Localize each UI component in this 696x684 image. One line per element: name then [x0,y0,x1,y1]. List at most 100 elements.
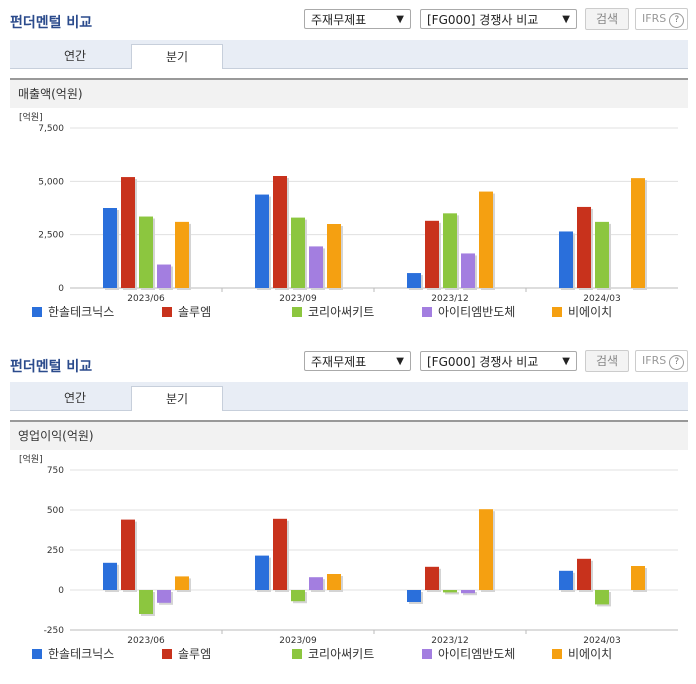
tab-annual[interactable]: 연간 [63,49,87,63]
fundamental-panel-2: 펀더멘털 비교 주재무제표 ▼ [FG000] 경쟁사 비교 ▼ 검색 IFRS… [0,342,696,684]
search-button[interactable]: 검색 [585,8,629,30]
bar[interactable] [327,574,341,590]
legend-item[interactable]: 한솔테크닉스 [32,305,114,319]
period-tabs: 연간 분기 [10,382,688,411]
bar[interactable] [309,577,323,590]
bar[interactable] [103,562,117,590]
operating-profit-chart-container: 영업이익(억원) [억원] -250 0 250 500 750 2023/06 2023/0… [10,420,688,684]
peer-group-select-value: [FG000] 경쟁사 비교 [427,13,539,27]
tab-annual[interactable]: 연간 [63,391,87,405]
legend-swatch [552,307,562,317]
legend-item[interactable]: 아이티엠반도체 [422,305,515,319]
peer-group-select[interactable]: [FG000] 경쟁사 비교 ▼ [420,351,577,371]
bar[interactable] [139,216,153,288]
statement-select-value: 주재무제표 [311,13,367,27]
x-tick-label: 2023/09 [279,636,317,646]
fundamental-panel-1: 펀더멘털 비교 주재무제표 ▼ [FG000] 경쟁사 비교 ▼ 검색 IFRS… [10,8,688,342]
bar[interactable] [255,194,269,288]
bar[interactable] [479,191,493,288]
bar[interactable] [461,590,475,594]
bar[interactable] [139,590,153,614]
legend-swatch [422,307,432,317]
legend-label: 아이티엠반도체 [438,647,515,661]
ifrs-label: IFRS [642,12,667,25]
x-tick-label: 2024/03 [583,294,620,304]
bar[interactable] [327,224,341,288]
legend-item[interactable]: 비에이치 [552,305,612,319]
legend-label: 비에이치 [568,305,612,319]
bar[interactable] [631,178,645,288]
bar[interactable] [595,221,609,288]
peer-group-select[interactable]: [FG000] 경쟁사 비교 ▼ [420,9,577,29]
panel-title: 펀더멘털 비교 [10,359,93,375]
bar[interactable] [631,566,645,590]
legend-item[interactable]: 솔루엠 [162,305,211,319]
chart-title: 매출액(억원) [10,80,688,108]
legend-swatch [162,307,172,317]
legend-label: 솔루엠 [178,305,211,319]
bar[interactable] [425,566,439,590]
bar[interactable] [479,509,493,590]
bar-shadow [463,592,477,596]
y-tick-label: -250 [44,626,65,636]
bar[interactable] [121,177,135,288]
bar[interactable] [577,206,591,288]
bar[interactable] [309,246,323,288]
bar[interactable] [103,208,117,288]
bar[interactable] [595,590,609,605]
legend-label: 솔루엠 [178,647,211,661]
bar[interactable] [157,264,171,288]
bar[interactable] [121,519,135,590]
bar[interactable] [443,213,457,288]
legend-item[interactable]: 코리아써키트 [292,305,374,319]
ifrs-help-button[interactable]: IFRS? [635,8,688,30]
legend-swatch [552,649,562,659]
chevron-down-icon: ▼ [396,356,404,367]
bar[interactable] [255,555,269,590]
panel-title: 펀더멘털 비교 [10,15,93,31]
tab-quarterly[interactable]: 분기 [131,386,223,411]
bar[interactable] [559,231,573,288]
bar[interactable] [291,217,305,288]
legend-label: 비에이치 [568,647,612,661]
legend-item[interactable]: 아이티엠반도체 [422,647,515,661]
chevron-down-icon: ▼ [396,14,404,25]
legend-item[interactable]: 코리아써키트 [292,647,374,661]
x-tick-label: 2023/06 [127,294,165,304]
legend-item[interactable]: 솔루엠 [162,647,211,661]
bar[interactable] [425,220,439,288]
legend-item[interactable]: 비에이치 [552,647,612,661]
chevron-down-icon: ▼ [562,356,570,367]
bar[interactable] [559,570,573,590]
bar[interactable] [291,590,305,602]
y-tick-label: 500 [47,506,64,516]
bar[interactable] [443,590,457,593]
legend-swatch [292,307,302,317]
x-tick-label: 2023/09 [279,294,317,304]
bar[interactable] [407,590,421,602]
y-tick-label: 7,500 [38,124,64,134]
y-tick-label: 750 [47,466,64,476]
legend-label: 아이티엠반도체 [438,305,515,319]
statement-select[interactable]: 주재무제표 ▼ [304,9,411,29]
y-tick-label: 0 [58,586,64,596]
search-button[interactable]: 검색 [585,350,629,372]
bar[interactable] [273,176,287,288]
bar[interactable] [157,590,171,603]
x-tick-label: 2023/12 [431,636,468,646]
peer-group-select-value: [FG000] 경쟁사 비교 [427,355,539,369]
tab-quarterly[interactable]: 분기 [131,44,223,69]
bar[interactable] [407,273,421,288]
revenue-chart-container: 매출액(억원) [억원] 0 2,500 5,000 7,500 2023/06 2023/… [10,78,688,342]
legend-label: 한솔테크닉스 [48,305,114,319]
bar[interactable] [175,576,189,590]
legend-swatch [162,649,172,659]
ifrs-help-button[interactable]: IFRS? [635,350,688,372]
bar[interactable] [577,558,591,590]
statement-select[interactable]: 주재무제표 ▼ [304,351,411,371]
bar[interactable] [273,518,287,590]
x-tick-label: 2023/12 [431,294,468,304]
bar[interactable] [461,253,475,288]
legend-item[interactable]: 한솔테크닉스 [32,647,114,661]
bar[interactable] [175,221,189,288]
